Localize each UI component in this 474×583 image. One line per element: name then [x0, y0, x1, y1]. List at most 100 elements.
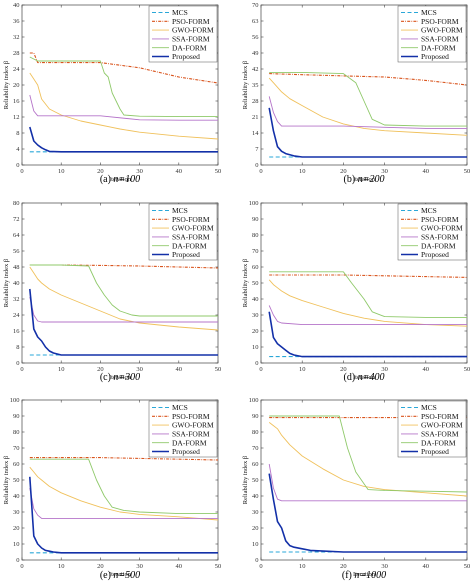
- y-tick-label: 36: [13, 18, 20, 25]
- series-line-gwo-form: [268, 279, 468, 327]
- series-line-da-form: [29, 458, 218, 515]
- y-tick-label: 80: [252, 429, 259, 436]
- x-tick-label: 20: [97, 366, 104, 373]
- y-tick-label: 50: [13, 477, 20, 484]
- series-line-pso-form: [269, 73, 468, 86]
- legend-label: GWO-FORM: [421, 421, 463, 430]
- y-tick-label: 30: [13, 509, 20, 516]
- y-tick-label: 64: [13, 232, 20, 239]
- legend-box: [397, 400, 467, 458]
- x-tick-label: 20: [340, 563, 347, 570]
- caption-prefix: (a): [100, 174, 114, 185]
- x-tick-label: 30: [381, 563, 388, 570]
- y-tick-label: 70: [252, 445, 259, 452]
- x-axis-label: Iteration: [109, 571, 132, 578]
- legend-label: MCS: [172, 403, 188, 412]
- y-tick-label: 0: [16, 162, 19, 169]
- x-tick-label: 30: [381, 168, 388, 175]
- chart-panel-3: 0 8 16 24 32 40 48 56 64 72 80 0 10 20 30 40 50 Iteration…: [3, 200, 221, 383]
- series-line-gwo-form: [268, 77, 468, 136]
- y-tick-label: 14: [252, 130, 259, 137]
- y-tick-label: 28: [13, 50, 20, 57]
- y-tick-label: 42: [252, 66, 259, 73]
- series-line-proposed: [268, 473, 467, 553]
- y-tick-label: 40: [13, 2, 20, 9]
- series-line-da-form: [29, 56, 218, 118]
- legend-label: MCS: [172, 206, 188, 215]
- legend-label: SSA-FORM: [421, 430, 459, 439]
- legend-label: PSO-FORM: [421, 17, 459, 26]
- legend-box: [148, 203, 218, 261]
- legend-label: DA-FORM: [172, 241, 207, 250]
- legend-label: SSA-FORM: [172, 35, 210, 44]
- series-line-pso-form: [269, 274, 468, 278]
- x-tick-label: 20: [340, 366, 347, 373]
- x-tick-label: 50: [215, 563, 222, 570]
- caption-n: n=300: [113, 372, 140, 383]
- y-tick-label: 70: [252, 248, 259, 255]
- y-tick-label: 8: [16, 130, 19, 137]
- chart-panel-1: 0 4 8 12 16 20 24 28 32 36 40 0 10 20 30 40 50 Iteration R…: [3, 2, 221, 185]
- legend-label: PSO-FORM: [172, 17, 210, 26]
- y-tick-label: 100: [10, 397, 20, 404]
- y-tick-label: 100: [249, 200, 259, 207]
- y-tick-label: 21: [252, 114, 259, 121]
- legend-label: GWO-FORM: [172, 224, 214, 233]
- caption-prefix: (b): [344, 174, 358, 185]
- series-line-ssa-form: [268, 305, 467, 326]
- y-tick-label: 0: [255, 360, 258, 367]
- y-axis-label: Reliability index β: [3, 258, 10, 307]
- series-line-pso-form: [29, 52, 219, 84]
- y-tick-label: 20: [13, 82, 20, 89]
- legend-label: Proposed: [421, 250, 449, 259]
- legend-label: Proposed: [172, 52, 200, 61]
- x-tick-label: 30: [136, 563, 143, 570]
- y-tick-label: 16: [13, 328, 20, 335]
- y-axis-label: Reliability index β: [3, 60, 10, 109]
- y-tick-label: 80: [13, 429, 20, 436]
- y-tick-label: 80: [252, 232, 259, 239]
- series-line-gwo-form: [29, 466, 219, 521]
- y-tick-label: 24: [13, 66, 20, 73]
- y-tick-label: 63: [252, 18, 259, 25]
- caption-prefix: (e): [100, 570, 114, 581]
- series-line-ssa-form: [29, 94, 218, 121]
- caption-n: n=100: [113, 174, 140, 185]
- y-tick-label: 32: [13, 296, 20, 303]
- legend-label: PSO-FORM: [172, 215, 210, 224]
- x-tick-label: 0: [259, 366, 262, 373]
- series-line-da-form: [29, 264, 218, 317]
- y-tick-label: 70: [13, 445, 20, 452]
- y-tick-label: 40: [13, 280, 20, 287]
- series-line-ssa-form: [268, 96, 467, 129]
- series-line-proposed: [268, 107, 467, 158]
- x-tick-label: 50: [464, 168, 471, 175]
- y-tick-label: 90: [252, 216, 259, 223]
- y-axis-label: Reliability index β: [3, 455, 10, 504]
- y-tick-label: 50: [252, 477, 259, 484]
- series-line-gwo-form: [29, 266, 219, 331]
- series-line-gwo-form: [29, 72, 219, 140]
- caption-n: n=500: [113, 570, 140, 581]
- series-line-da-form: [269, 71, 467, 127]
- series-line-proposed: [29, 476, 218, 554]
- x-tick-label: 20: [97, 563, 104, 570]
- x-tick-label: 0: [259, 168, 262, 175]
- legend-box: [397, 5, 467, 63]
- y-axis-label: Reliability index β: [242, 258, 249, 307]
- y-tick-label: 10: [252, 541, 259, 548]
- panel-caption: (e) n=500: [100, 570, 140, 581]
- legend-label: GWO-FORM: [421, 224, 463, 233]
- legend-label: MCS: [421, 8, 437, 17]
- panel-caption: (c) n=300: [100, 372, 140, 383]
- y-tick-label: 90: [13, 413, 20, 420]
- y-tick-label: 10: [13, 541, 20, 548]
- series-line-proposed: [29, 288, 218, 356]
- legend-label: PSO-FORM: [421, 412, 459, 421]
- y-tick-label: 49: [252, 50, 259, 57]
- x-tick-label: 30: [136, 168, 143, 175]
- x-axis-label: Iteration: [353, 176, 376, 183]
- legend-label: Proposed: [421, 447, 449, 456]
- x-tick-label: 10: [58, 563, 65, 570]
